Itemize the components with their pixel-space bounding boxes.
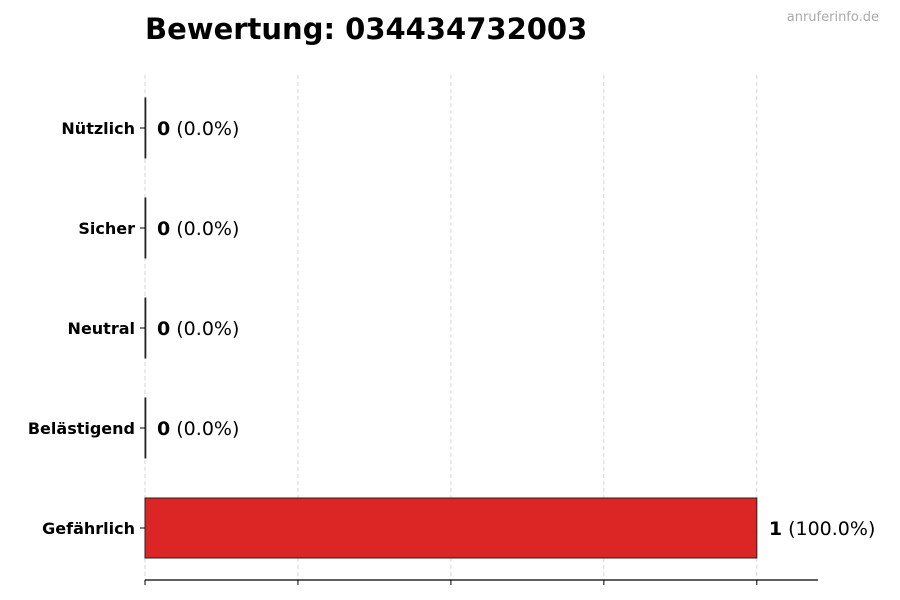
data-label: 0 (0.0%) — [157, 218, 239, 240]
bar-nützlich — [144, 97, 147, 159]
data-label: 0 (0.0%) — [157, 118, 239, 140]
data-label: 0 (0.0%) — [157, 418, 239, 440]
bar-gefährlich — [144, 497, 758, 559]
y-tick-label: Neutral — [68, 319, 135, 338]
watermark: anruferinfo.de — [786, 10, 879, 25]
bar-belästigend — [144, 397, 147, 459]
y-tick-label: Gefährlich — [42, 519, 135, 538]
data-label: 1 (100.0%) — [769, 518, 876, 540]
chart-title: Bewertung: 034434732003 — [145, 12, 588, 46]
data-label: 0 (0.0%) — [157, 318, 239, 340]
bar-sicher — [144, 197, 147, 259]
y-tick-label: Belästigend — [28, 419, 135, 438]
bar-neutral — [144, 297, 147, 359]
y-tick-label: Sicher — [78, 219, 135, 238]
y-tick-label: Nützlich — [61, 119, 135, 138]
